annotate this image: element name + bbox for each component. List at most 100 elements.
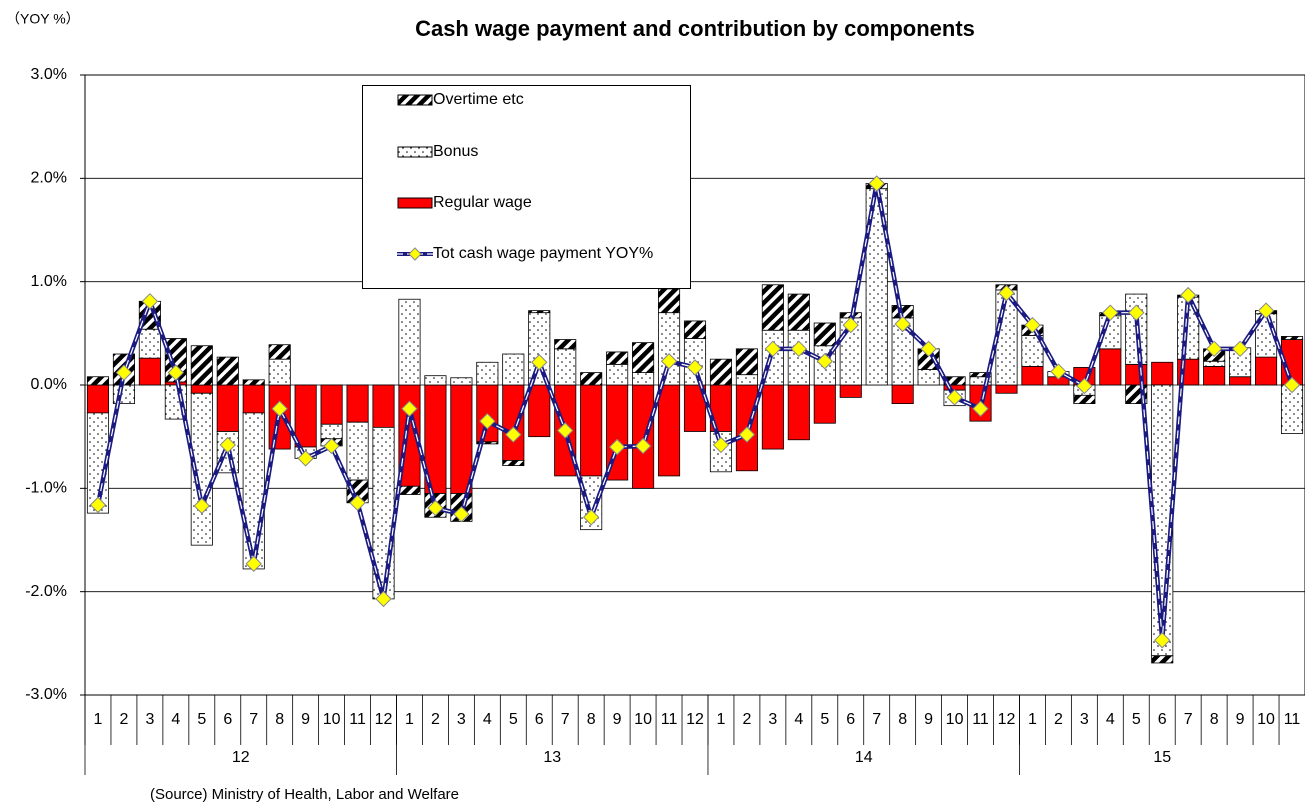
total-marker	[349, 494, 366, 512]
bar-segment	[320, 384, 343, 425]
bar-segment	[502, 353, 525, 386]
bar-segment	[450, 377, 473, 386]
bar-segment	[1203, 365, 1226, 386]
total-marker	[660, 353, 678, 370]
bar-segment	[554, 348, 577, 386]
bar-segment	[294, 384, 317, 448]
legend-marker	[408, 247, 422, 261]
bar-segment	[502, 384, 525, 461]
total-marker	[557, 422, 574, 439]
x-tick-label: 3	[1080, 711, 1089, 728]
bar-segment	[735, 348, 758, 376]
bar-segment	[787, 293, 810, 331]
bar-segment	[891, 384, 914, 405]
bar-segment	[606, 351, 629, 365]
bar-segment	[554, 339, 577, 350]
total-marker	[271, 400, 288, 417]
x-tick-label: 2	[431, 711, 440, 728]
x-tick-label: 3	[768, 711, 777, 728]
total-marker	[608, 438, 626, 456]
y-tick-label: 2.0%	[31, 170, 67, 187]
bar-segment	[86, 384, 110, 414]
year-label: 15	[1153, 749, 1171, 766]
bar-segment	[709, 358, 732, 386]
total-marker	[1154, 632, 1171, 649]
x-tick-label: 3	[457, 711, 466, 728]
bar-segment	[346, 421, 369, 481]
legend-entry: Regular wage	[397, 193, 683, 213]
total-marker	[868, 175, 885, 192]
legend-swatch	[397, 197, 433, 209]
x-tick-label: 9	[301, 711, 310, 728]
bar-segment	[216, 384, 239, 432]
x-tick-label: 1	[405, 711, 414, 728]
total-marker	[790, 340, 808, 358]
x-tick-label: 11	[661, 711, 678, 728]
unit-label: （YOY %）	[6, 11, 80, 27]
y-tick-label: -2.0%	[25, 583, 67, 600]
year-label: 13	[543, 749, 561, 766]
x-tick-label: 1	[1028, 711, 1037, 728]
bar-segment	[683, 320, 707, 339]
x-tick-label: 11	[1284, 711, 1301, 728]
bar-segment	[528, 310, 551, 314]
x-tick-label: 4	[794, 711, 803, 728]
legend-swatch	[397, 146, 433, 158]
total-marker	[323, 437, 340, 455]
total-marker	[816, 353, 833, 370]
x-tick-label: 4	[483, 711, 492, 728]
x-tick-label: 11	[972, 711, 989, 728]
bar-segment	[1073, 394, 1096, 405]
x-tick-label: 7	[561, 711, 570, 728]
x-tick-label: 2	[1054, 711, 1063, 728]
bar-segment	[346, 384, 369, 423]
legend-swatch	[397, 247, 433, 261]
bar-segment	[606, 363, 629, 386]
total-marker	[634, 437, 652, 455]
bar-segment	[580, 384, 603, 477]
bar-segment	[658, 384, 681, 477]
bar-segment	[1099, 348, 1122, 386]
x-tick-label: 12	[998, 711, 1016, 728]
bar-segment	[787, 384, 810, 441]
bar-segment	[787, 329, 810, 386]
bar-segment	[1280, 336, 1304, 340]
total-marker	[582, 509, 600, 526]
bar-segment	[735, 374, 758, 386]
total-marker	[764, 340, 782, 358]
bar-segment	[372, 384, 395, 428]
total-marker	[686, 359, 704, 376]
legend-label: Tot cash wage payment YOY%	[433, 245, 654, 262]
total-marker	[1102, 304, 1119, 321]
x-tick-label: 4	[171, 711, 180, 728]
x-tick-label: 9	[924, 711, 933, 728]
bar-segment	[242, 412, 265, 570]
total-marker	[894, 315, 911, 333]
bar-segment	[917, 369, 940, 386]
bar-segment	[190, 345, 213, 386]
total-marker	[193, 497, 211, 515]
legend-box	[397, 197, 433, 209]
x-tick-label: 10	[634, 711, 652, 728]
legend-box	[397, 94, 433, 106]
total-marker	[375, 590, 392, 608]
total-marker	[453, 505, 470, 523]
total-marker	[738, 426, 756, 443]
bar-segment	[813, 384, 836, 424]
x-tick-label: 5	[509, 711, 518, 728]
bar-segment	[813, 322, 836, 347]
legend-label: Bonus	[433, 143, 479, 160]
legend-label: Regular wage	[433, 194, 532, 211]
total-marker	[167, 364, 185, 381]
year-label: 14	[855, 749, 873, 766]
bar-segment	[658, 312, 681, 386]
bar-segment	[632, 342, 655, 373]
x-tick-label: 1	[94, 711, 103, 728]
bar-segment	[268, 344, 291, 360]
total-marker	[920, 340, 937, 358]
x-tick-label: 2	[742, 711, 751, 728]
y-tick-label: 3.0%	[31, 66, 67, 83]
y-tick-label: 1.0%	[31, 273, 67, 290]
bar-segment	[86, 376, 110, 386]
